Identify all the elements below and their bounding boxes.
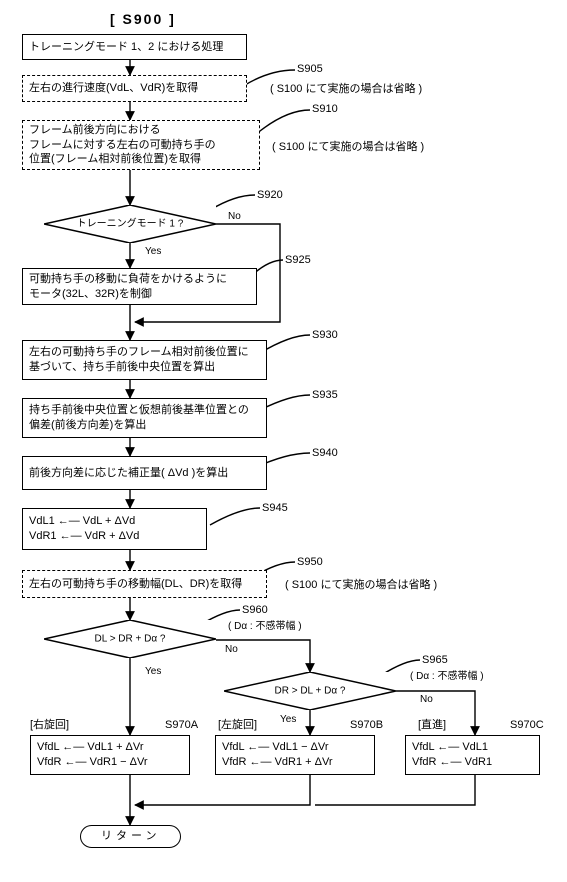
flowchart: [ S900 ] xyxy=(10,10,557,872)
label-s920n: S920 xyxy=(257,188,283,203)
box-s925: 可動持ち手の移動に負荷をかけるように モータ(32L、32R)を制御 xyxy=(22,268,257,305)
box-start: トレーニングモード 1、2 における処理 xyxy=(22,34,247,60)
text-s910: フレーム前後方向における フレームに対する左右の可動持ち手の 位置(フレーム相対… xyxy=(29,123,216,168)
label-s935n: S935 xyxy=(312,388,338,403)
label-s965-yes: Yes xyxy=(280,713,296,727)
text-start: トレーニングモード 1、2 における処理 xyxy=(29,40,223,55)
text-s965: DR > DL + Dα ? xyxy=(275,684,346,698)
box-s970b: VfdL ←— VdL1 − ΔVr VfdR ←— VdR1 + ΔVr xyxy=(215,735,375,775)
label-s905note: ( S100 にて実施の場合は省略 ) xyxy=(270,82,422,97)
label-s960n: S960 xyxy=(242,603,268,618)
box-s935: 持ち手前後中央位置と仮想前後基準位置との 偏差(前後方向差)を算出 xyxy=(22,398,267,438)
diamond-s960: DL > DR + Dα ? xyxy=(44,620,216,658)
label-s925n: S925 xyxy=(285,253,311,268)
text-s920: トレーニングモード 1 ? xyxy=(77,217,184,231)
label-s905n: S905 xyxy=(297,62,323,77)
text-s970c: VfdL ←— VdL1 VfdR ←— VdR1 xyxy=(412,740,492,770)
label-s970an: S970A xyxy=(165,718,198,733)
box-s950: 左右の可動持ち手の移動幅(DL、DR)を取得 xyxy=(22,570,267,598)
text-s925: 可動持ち手の移動に負荷をかけるように モータ(32L、32R)を制御 xyxy=(29,272,227,302)
label-s950n: S950 xyxy=(297,555,323,570)
box-s970c: VfdL ←— VdL1 VfdR ←— VdR1 xyxy=(405,735,540,775)
label-s950note: ( S100 にて実施の場合は省略 ) xyxy=(285,578,437,593)
text-s930: 左右の可動持ち手のフレーム相対前後位置に 基づいて、持ち手前後中央位置を算出 xyxy=(29,345,249,375)
text-s945: VdL1 ←— VdL + ΔVd VdR1 ←— VdR + ΔVd xyxy=(29,514,139,544)
label-s910n: S910 xyxy=(312,102,338,117)
text-s935: 持ち手前後中央位置と仮想前後基準位置との 偏差(前後方向差)を算出 xyxy=(29,403,249,433)
diamond-s920: トレーニングモード 1 ? xyxy=(44,205,216,243)
text-s970b: VfdL ←— VdL1 − ΔVr VfdR ←— VdR1 + ΔVr xyxy=(222,740,333,770)
label-s965n: S965 xyxy=(422,653,448,668)
box-s905: 左右の進行速度(VdL、VdR)を取得 xyxy=(22,75,247,102)
text-s950: 左右の可動持ち手の移動幅(DL、DR)を取得 xyxy=(29,577,242,592)
label-s945n: S945 xyxy=(262,501,288,516)
diamond-s965: DR > DL + Dα ? xyxy=(224,672,396,710)
text-s970a: VfdL ←— VdL1 + ΔVr VfdR ←— VdR1 − ΔVr xyxy=(37,740,148,770)
box-s940: 前後方向差に応じた補正量( ΔVd )を算出 xyxy=(22,456,267,490)
label-s960-no: No xyxy=(225,643,238,657)
box-s970a: VfdL ←— VdL1 + ΔVr VfdR ←— VdR1 − ΔVr xyxy=(30,735,190,775)
text-s940: 前後方向差に応じた補正量( ΔVd )を算出 xyxy=(29,466,228,481)
label-s970bn: S970B xyxy=(350,718,383,733)
title-s900: [ S900 ] xyxy=(110,10,176,29)
label-s960-yes: Yes xyxy=(145,665,161,679)
box-s930: 左右の可動持ち手のフレーム相対前後位置に 基づいて、持ち手前後中央位置を算出 xyxy=(22,340,267,380)
label-s965-no: No xyxy=(420,693,433,707)
text-s960: DL > DR + Dα ? xyxy=(95,632,166,646)
label-s910note: ( S100 にて実施の場合は省略 ) xyxy=(272,140,424,155)
text-s905: 左右の進行速度(VdL、VdR)を取得 xyxy=(29,81,198,96)
label-right-turn: [右旋回] xyxy=(30,718,69,733)
label-s920-yes: Yes xyxy=(145,245,161,259)
label-straight: [直進] xyxy=(418,718,446,733)
label-s965note: ( Dα : 不感帯幅 ) xyxy=(410,670,484,684)
box-s945: VdL1 ←— VdL + ΔVd VdR1 ←— VdR + ΔVd xyxy=(22,508,207,550)
label-s970cn: S970C xyxy=(510,718,544,733)
oval-return: リターン xyxy=(80,825,181,848)
label-left-turn: [左旋回] xyxy=(218,718,257,733)
label-s960note: ( Dα : 不感帯幅 ) xyxy=(228,620,302,634)
label-s940n: S940 xyxy=(312,446,338,461)
box-s910: フレーム前後方向における フレームに対する左右の可動持ち手の 位置(フレーム相対… xyxy=(22,120,260,170)
label-s920-no: No xyxy=(228,210,241,224)
label-s930n: S930 xyxy=(312,328,338,343)
